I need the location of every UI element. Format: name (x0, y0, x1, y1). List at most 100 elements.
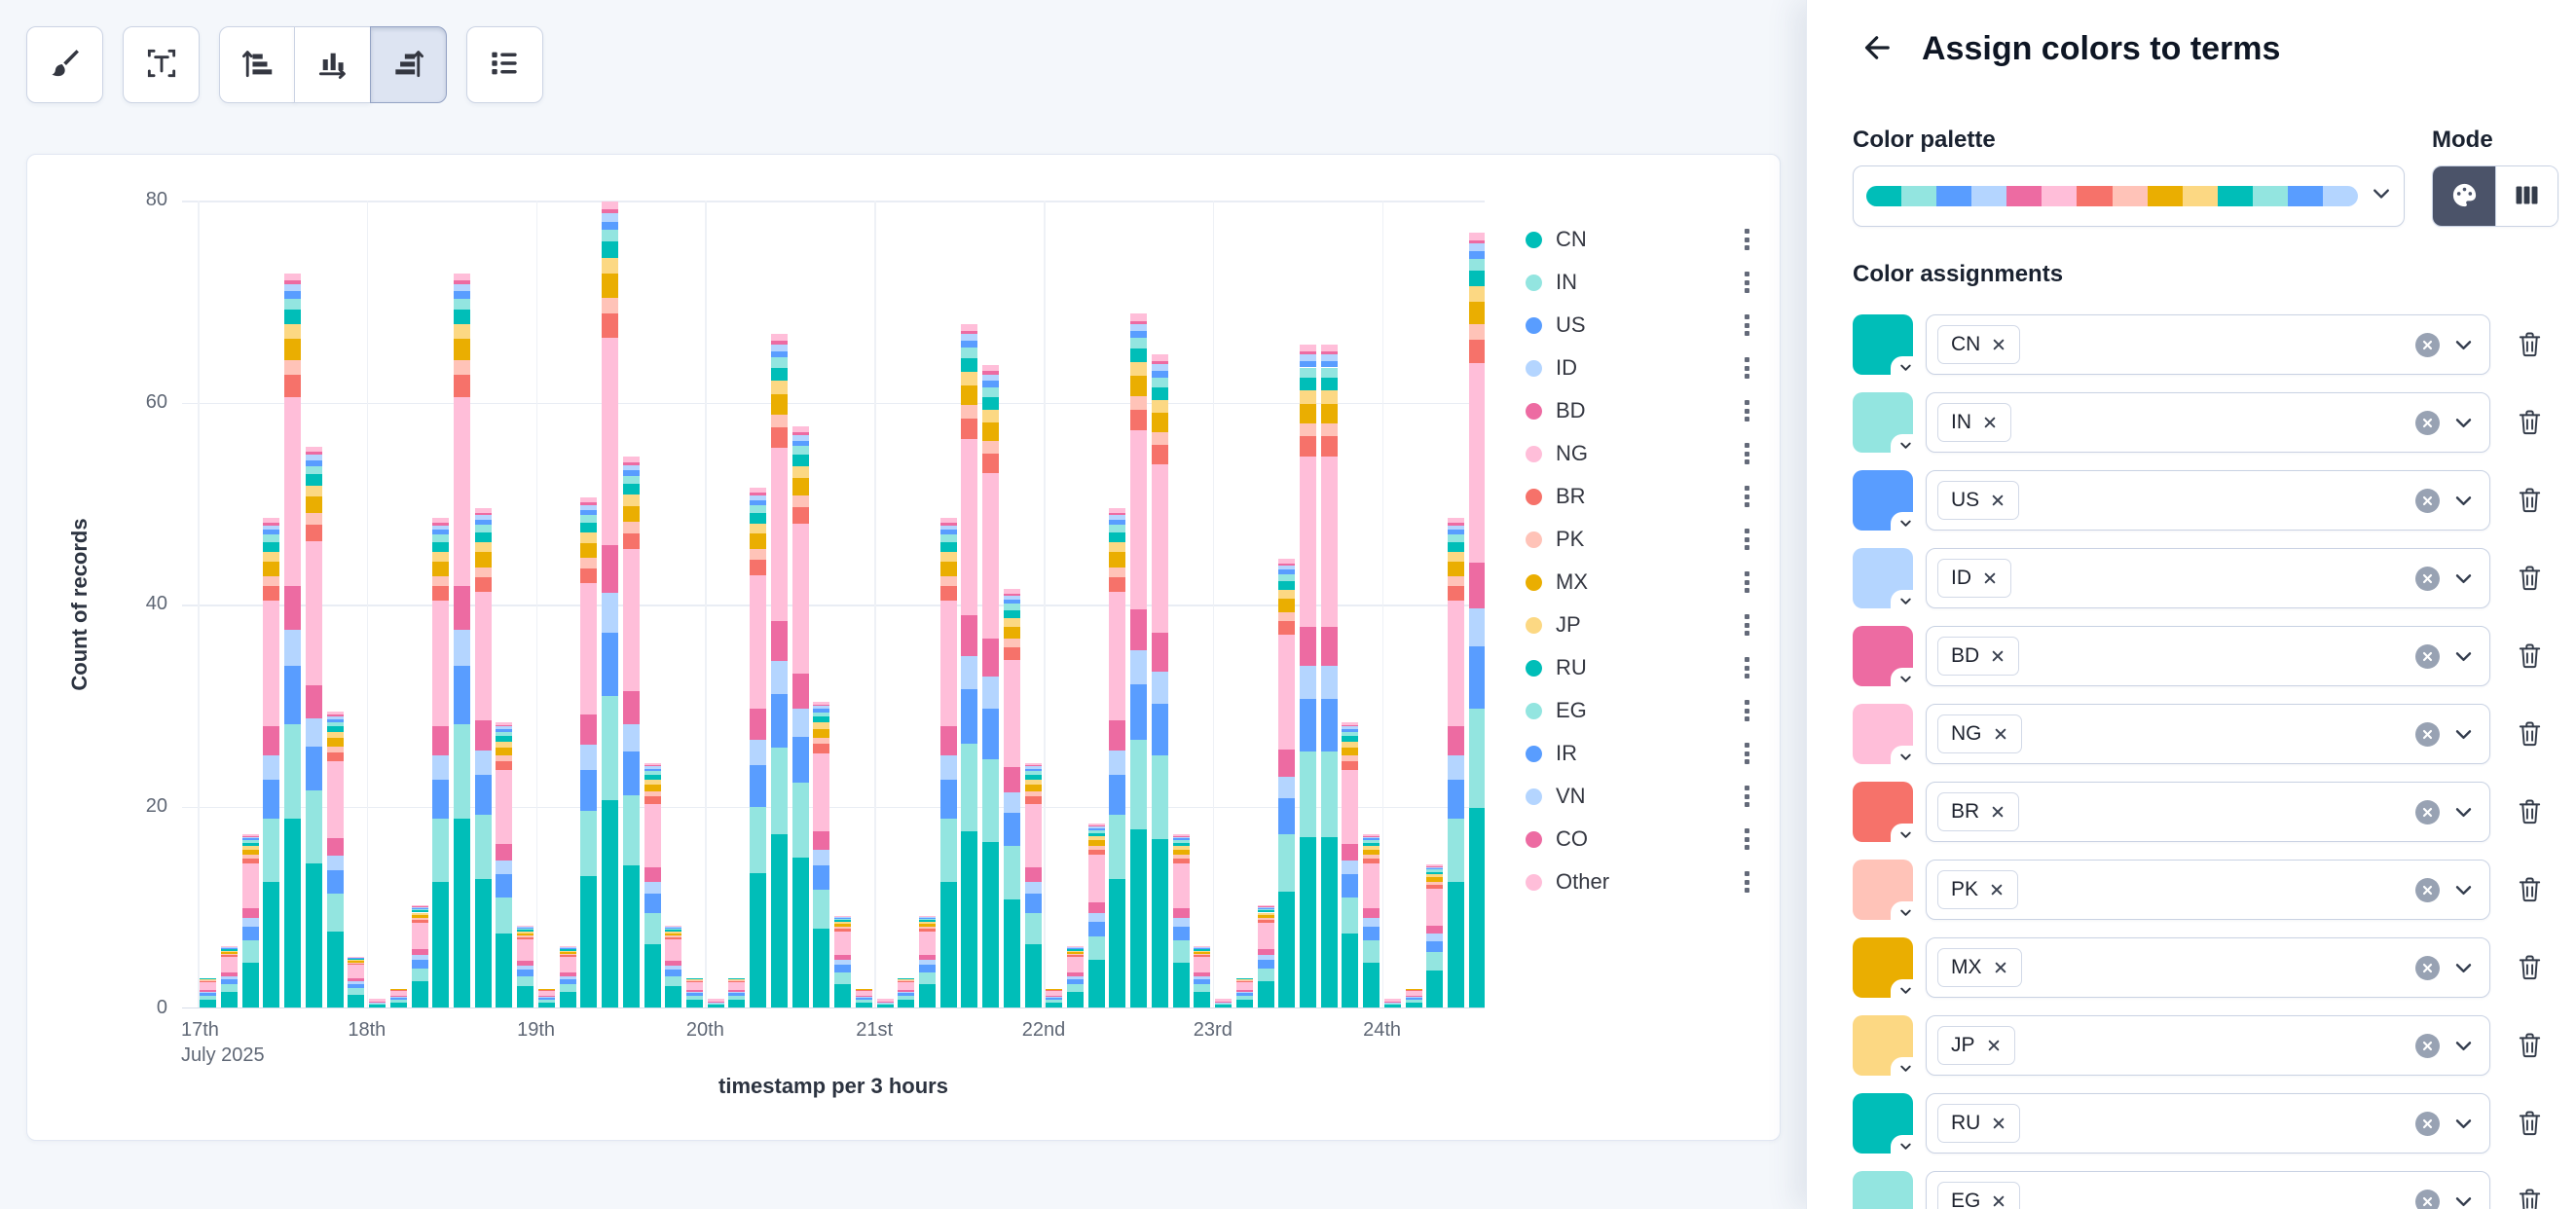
bar-segment-PK[interactable] (411, 917, 428, 920)
bar-segment-MX[interactable] (200, 979, 217, 981)
legend-actions-icon[interactable] (1745, 400, 1749, 421)
bar-segment-CO[interactable] (1024, 765, 1042, 767)
bar-segment-EG[interactable] (1024, 771, 1042, 775)
bar-segment-VN[interactable] (665, 927, 682, 929)
bar-segment-JP[interactable] (813, 722, 830, 729)
bar-segment-PK[interactable] (1130, 396, 1148, 411)
bar-segment-CN[interactable] (411, 981, 428, 1008)
bar-segment-RU[interactable] (1426, 871, 1444, 875)
bar-segment-RU[interactable] (411, 910, 428, 913)
bar-segment-Other[interactable] (580, 497, 598, 503)
bar-segment-ID[interactable] (685, 991, 703, 994)
bar-segment-US[interactable] (685, 993, 703, 996)
bar-segment-VN[interactable] (770, 344, 788, 351)
bar-segment-Other[interactable] (305, 446, 322, 453)
bar-segment-CN[interactable] (791, 858, 809, 1008)
bar-segment-ID[interactable] (602, 592, 619, 633)
bar-segment-IR[interactable] (326, 718, 344, 722)
bar-segment-CN[interactable] (707, 1005, 724, 1008)
bar-segment-ID[interactable] (411, 955, 428, 961)
bar-segment-VN[interactable] (1067, 947, 1085, 948)
bar-segment-JP[interactable] (1257, 912, 1274, 915)
bar-segment-IR[interactable] (1194, 947, 1211, 949)
bar-segment-EG[interactable] (580, 515, 598, 523)
bar-segment-MX[interactable] (1024, 784, 1042, 792)
bar-segment-US[interactable] (537, 998, 555, 1000)
bar-segment-ID[interactable] (791, 708, 809, 738)
bar-segment-IN[interactable] (791, 783, 809, 859)
bar-segment-VN[interactable] (241, 836, 259, 839)
bar-segment-IN[interactable] (1363, 940, 1380, 964)
bar-segment-JP[interactable] (665, 931, 682, 934)
bar-segment-BD[interactable] (961, 614, 978, 656)
legend-item-JP[interactable]: JP (1526, 608, 1759, 641)
bar-segment-EG[interactable] (221, 948, 239, 950)
bar-segment-MX[interactable] (834, 924, 852, 927)
bar-segment-ID[interactable] (369, 1002, 386, 1004)
bar-segment-PK[interactable] (1172, 855, 1190, 859)
bar-segment-IR[interactable] (1172, 838, 1190, 841)
bar-segment-BD[interactable] (685, 989, 703, 992)
bar-segment-CO[interactable] (1448, 523, 1465, 526)
term-chip[interactable]: NG (1937, 714, 2022, 753)
bar-segment-BD[interactable] (602, 544, 619, 593)
bar-segment-PK[interactable] (1235, 980, 1253, 981)
bar-segment-Other[interactable] (1257, 905, 1274, 907)
bar-segment-CO[interactable] (644, 765, 661, 767)
bar-segment-Other[interactable] (559, 946, 576, 947)
bar-segment-IR[interactable] (834, 918, 852, 919)
bar-segment-BR[interactable] (200, 980, 217, 982)
bar-segment-US[interactable] (580, 770, 598, 811)
bar-segment-MX[interactable] (1468, 301, 1485, 325)
bar-segment-RU[interactable] (1342, 736, 1359, 742)
bar-segment-VN[interactable] (1448, 525, 1465, 531)
bar-segment-BD[interactable] (1363, 907, 1380, 919)
bar-segment-PK[interactable] (326, 747, 344, 753)
bar-segment-RU[interactable] (1278, 580, 1296, 590)
remove-term-icon[interactable] (1991, 1193, 2006, 1209)
bar-segment-US[interactable] (1235, 993, 1253, 996)
bar-segment-VN[interactable] (305, 455, 322, 460)
bar-segment-VN[interactable] (580, 504, 598, 511)
bar-segment-CN[interactable] (982, 842, 1000, 1008)
bar-segment-NG[interactable] (1151, 464, 1168, 633)
bar-segment-BR[interactable] (918, 928, 936, 932)
bar-segment-PK[interactable] (1087, 845, 1105, 850)
bar-segment-VN[interactable] (1172, 836, 1190, 839)
bar-segment-EG[interactable] (1109, 525, 1126, 532)
bar-segment-PK[interactable] (685, 980, 703, 981)
color-swatch-button[interactable] (1853, 314, 1914, 376)
bar-segment-IR[interactable] (1363, 838, 1380, 841)
bar-segment-MX[interactable] (1278, 599, 1296, 612)
bar-segment-BR[interactable] (665, 936, 682, 940)
bar-segment-BD[interactable] (454, 585, 470, 630)
visual-options-button[interactable] (26, 26, 103, 103)
bar-segment-MX[interactable] (432, 561, 450, 576)
bar-segment-VN[interactable] (918, 917, 936, 919)
bar-segment-IR[interactable] (1109, 520, 1126, 526)
bar-segment-JP[interactable] (517, 931, 534, 934)
bar-segment-JP[interactable] (685, 978, 703, 980)
bar-segment-IN[interactable] (1215, 1003, 1233, 1006)
bar-segment-NG[interactable] (834, 931, 852, 955)
bar-segment-CN[interactable] (263, 881, 280, 1008)
bar-segment-RU[interactable] (1194, 949, 1211, 951)
term-combobox[interactable]: RU (1926, 1093, 2490, 1154)
remove-term-icon[interactable] (1991, 1116, 2006, 1131)
bar-segment-CO[interactable] (263, 523, 280, 526)
bar-segment-ID[interactable] (961, 655, 978, 690)
bar-segment-CN[interactable] (496, 934, 513, 1008)
bar-segment-BD[interactable] (1383, 1002, 1401, 1003)
bar-segment-Other[interactable] (1320, 344, 1338, 351)
term-chip[interactable]: IN (1937, 403, 2011, 442)
bar-segment-Other[interactable] (411, 905, 428, 907)
bar-segment-BD[interactable] (1087, 901, 1105, 913)
bar-segment-CN[interactable] (1257, 981, 1274, 1008)
bar-segment-Other[interactable] (1448, 518, 1465, 523)
color-swatch-button[interactable] (1853, 548, 1914, 609)
bar-segment-Other[interactable] (1003, 589, 1020, 594)
bar-segment-BR[interactable] (284, 375, 302, 397)
chevron-down-icon[interactable] (2452, 957, 2475, 979)
bar-segment-NG[interactable] (898, 981, 915, 990)
bar-segment-JP[interactable] (728, 978, 746, 980)
